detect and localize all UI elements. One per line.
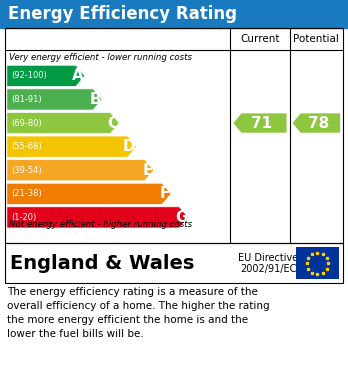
Bar	[295, 247, 339, 280]
Polygon shape	[7, 207, 188, 228]
Text: Energy Efficiency Rating: Energy Efficiency Rating	[8, 5, 237, 23]
Text: EU Directive
2002/91/EC: EU Directive 2002/91/EC	[238, 253, 298, 274]
Text: D: D	[123, 139, 136, 154]
Text: E: E	[142, 163, 153, 178]
Text: (81-91): (81-91)	[11, 95, 41, 104]
Text: Not energy efficient - higher running costs: Not energy efficient - higher running co…	[9, 220, 192, 229]
Text: (21-38): (21-38)	[11, 189, 42, 198]
Text: Current: Current	[240, 34, 280, 44]
Polygon shape	[7, 89, 102, 110]
Text: 71: 71	[251, 115, 272, 131]
Polygon shape	[7, 183, 171, 204]
Text: (39-54): (39-54)	[11, 166, 41, 175]
Text: 78: 78	[308, 115, 329, 131]
Bar	[5, 28, 343, 243]
Polygon shape	[7, 160, 154, 181]
Text: F: F	[160, 187, 170, 201]
Text: Potential: Potential	[293, 34, 339, 44]
Text: The energy efficiency rating is a measure of the
overall efficiency of a home. T: The energy efficiency rating is a measur…	[7, 287, 269, 339]
Text: G: G	[175, 210, 187, 225]
Polygon shape	[293, 113, 340, 133]
Bar	[0, 0, 348, 28]
Text: (1-20): (1-20)	[11, 213, 36, 222]
Polygon shape	[7, 113, 119, 134]
Text: (69-80): (69-80)	[11, 118, 42, 127]
Text: A: A	[72, 68, 84, 83]
Polygon shape	[7, 65, 85, 86]
Text: England & Wales: England & Wales	[10, 254, 194, 273]
Polygon shape	[7, 136, 136, 157]
Text: C: C	[107, 115, 118, 131]
Text: (92-100): (92-100)	[11, 71, 47, 80]
Polygon shape	[234, 113, 286, 133]
Bar	[5, 243, 343, 283]
Text: Very energy efficient - lower running costs: Very energy efficient - lower running co…	[9, 53, 192, 62]
Text: B: B	[89, 92, 101, 107]
Text: (55-68): (55-68)	[11, 142, 42, 151]
